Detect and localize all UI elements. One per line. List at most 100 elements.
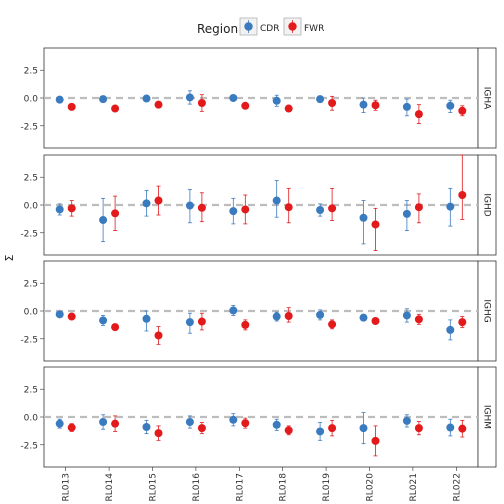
- point-fwr: [414, 315, 423, 324]
- point-fwr: [111, 419, 120, 428]
- x-tick-label: RL019: [322, 473, 332, 502]
- y-tick-label: 0.0: [24, 202, 39, 212]
- point-cdr: [55, 205, 64, 214]
- point-cdr: [99, 316, 108, 325]
- point-fwr: [197, 203, 206, 212]
- point-fwr: [328, 424, 337, 433]
- y-tick-label: 2.5: [24, 174, 38, 184]
- point-fwr: [154, 196, 163, 205]
- point-fwr: [328, 320, 337, 329]
- legend-key-cdr: [239, 17, 258, 36]
- point-fwr: [458, 424, 467, 433]
- panel-ighg: IGHG 2.5 0.0 -2.5: [20, 260, 497, 362]
- y-tick-label: -2.5: [20, 122, 38, 132]
- point-cdr: [359, 424, 368, 433]
- point-fwr: [241, 320, 250, 329]
- facet-label: IGHA: [482, 87, 492, 110]
- point-cdr: [359, 100, 368, 109]
- point-fwr: [197, 99, 206, 107]
- point-fwr: [197, 424, 206, 433]
- x-axis: RL013 RL014 RL015 RL016 RL017 RL018 RL019 RL020…: [62, 467, 462, 502]
- point-cdr: [402, 209, 411, 218]
- point-cdr: [142, 199, 151, 208]
- x-tick-label: RL018: [279, 473, 289, 502]
- y-tick-label: 2.5: [24, 386, 38, 396]
- legend-key-fwr: [283, 17, 302, 36]
- point-cdr: [55, 310, 64, 319]
- point-cdr: [185, 93, 194, 102]
- point-fwr: [111, 209, 120, 218]
- point-cdr: [142, 314, 151, 323]
- point-cdr: [55, 95, 64, 104]
- point-cdr: [229, 207, 238, 216]
- point-cdr: [229, 415, 238, 424]
- legend-label-fwr: FWR: [304, 24, 324, 34]
- point-cdr: [99, 418, 108, 426]
- point-cdr: [446, 202, 455, 211]
- legend-marker-cdr: [244, 22, 253, 31]
- y-tick-label: -2.5: [20, 335, 38, 345]
- point-cdr: [272, 196, 281, 205]
- point-cdr: [55, 419, 64, 428]
- point-cdr: [402, 311, 411, 320]
- point-cdr: [272, 420, 281, 429]
- point-cdr: [446, 325, 455, 334]
- point-cdr: [185, 418, 194, 426]
- y-tick-label: -2.5: [20, 229, 38, 239]
- point-cdr: [359, 313, 368, 322]
- point-fwr: [284, 104, 293, 113]
- point-fwr: [371, 101, 380, 110]
- x-tick-label: RL022: [452, 473, 462, 501]
- legend-title: Region: [197, 22, 238, 36]
- point-fwr: [284, 203, 293, 212]
- y-tick-label: 2.5: [24, 280, 38, 290]
- x-tick-label: RL014: [105, 473, 115, 502]
- point-fwr: [371, 317, 380, 325]
- point-fwr: [154, 331, 163, 340]
- y-tick-label: 0.0: [24, 414, 39, 424]
- point-fwr: [154, 429, 163, 438]
- point-fwr: [241, 205, 250, 214]
- point-cdr: [229, 306, 238, 315]
- point-cdr: [142, 94, 151, 103]
- point-cdr: [402, 416, 411, 425]
- x-tick-label: RL021: [409, 473, 419, 501]
- panel-ighd: IGHD 2.5 0.0 -2.5: [20, 154, 497, 256]
- point-cdr: [272, 312, 281, 321]
- point-cdr: [359, 213, 368, 222]
- y-tick-label: 0.0: [24, 308, 39, 318]
- point-cdr: [142, 423, 151, 431]
- x-tick-label: RL013: [62, 473, 72, 501]
- y-tick-label: 0.0: [24, 95, 39, 105]
- facet-label: IGHD: [482, 193, 492, 216]
- legend: Region CDR FWR: [197, 17, 324, 36]
- point-cdr: [446, 101, 455, 110]
- point-fwr: [67, 423, 76, 432]
- x-tick-label: RL020: [366, 473, 376, 502]
- point-cdr: [229, 94, 238, 102]
- point-cdr: [99, 95, 108, 104]
- point-cdr: [185, 201, 194, 210]
- point-fwr: [284, 312, 293, 320]
- x-tick-label: RL015: [149, 473, 159, 501]
- point-fwr: [111, 104, 120, 113]
- y-tick-label: 2.5: [24, 67, 38, 77]
- facet-label: IGHG: [482, 299, 492, 322]
- y-axis-label: Σ: [3, 254, 16, 261]
- point-fwr: [458, 191, 467, 199]
- point-cdr: [446, 423, 455, 432]
- point-fwr: [371, 436, 380, 445]
- point-fwr: [328, 99, 337, 107]
- panel-ighm: IGHM 2.5 0.0 -2.5: [20, 366, 497, 468]
- point-cdr: [316, 95, 325, 104]
- point-cdr: [316, 427, 325, 436]
- point-fwr: [414, 110, 423, 119]
- point-fwr: [67, 102, 76, 111]
- point-cdr: [316, 206, 325, 214]
- point-fwr: [458, 318, 467, 327]
- point-fwr: [414, 203, 423, 212]
- point-fwr: [414, 424, 423, 433]
- x-tick-label: RL017: [235, 473, 245, 501]
- point-fwr: [328, 204, 337, 213]
